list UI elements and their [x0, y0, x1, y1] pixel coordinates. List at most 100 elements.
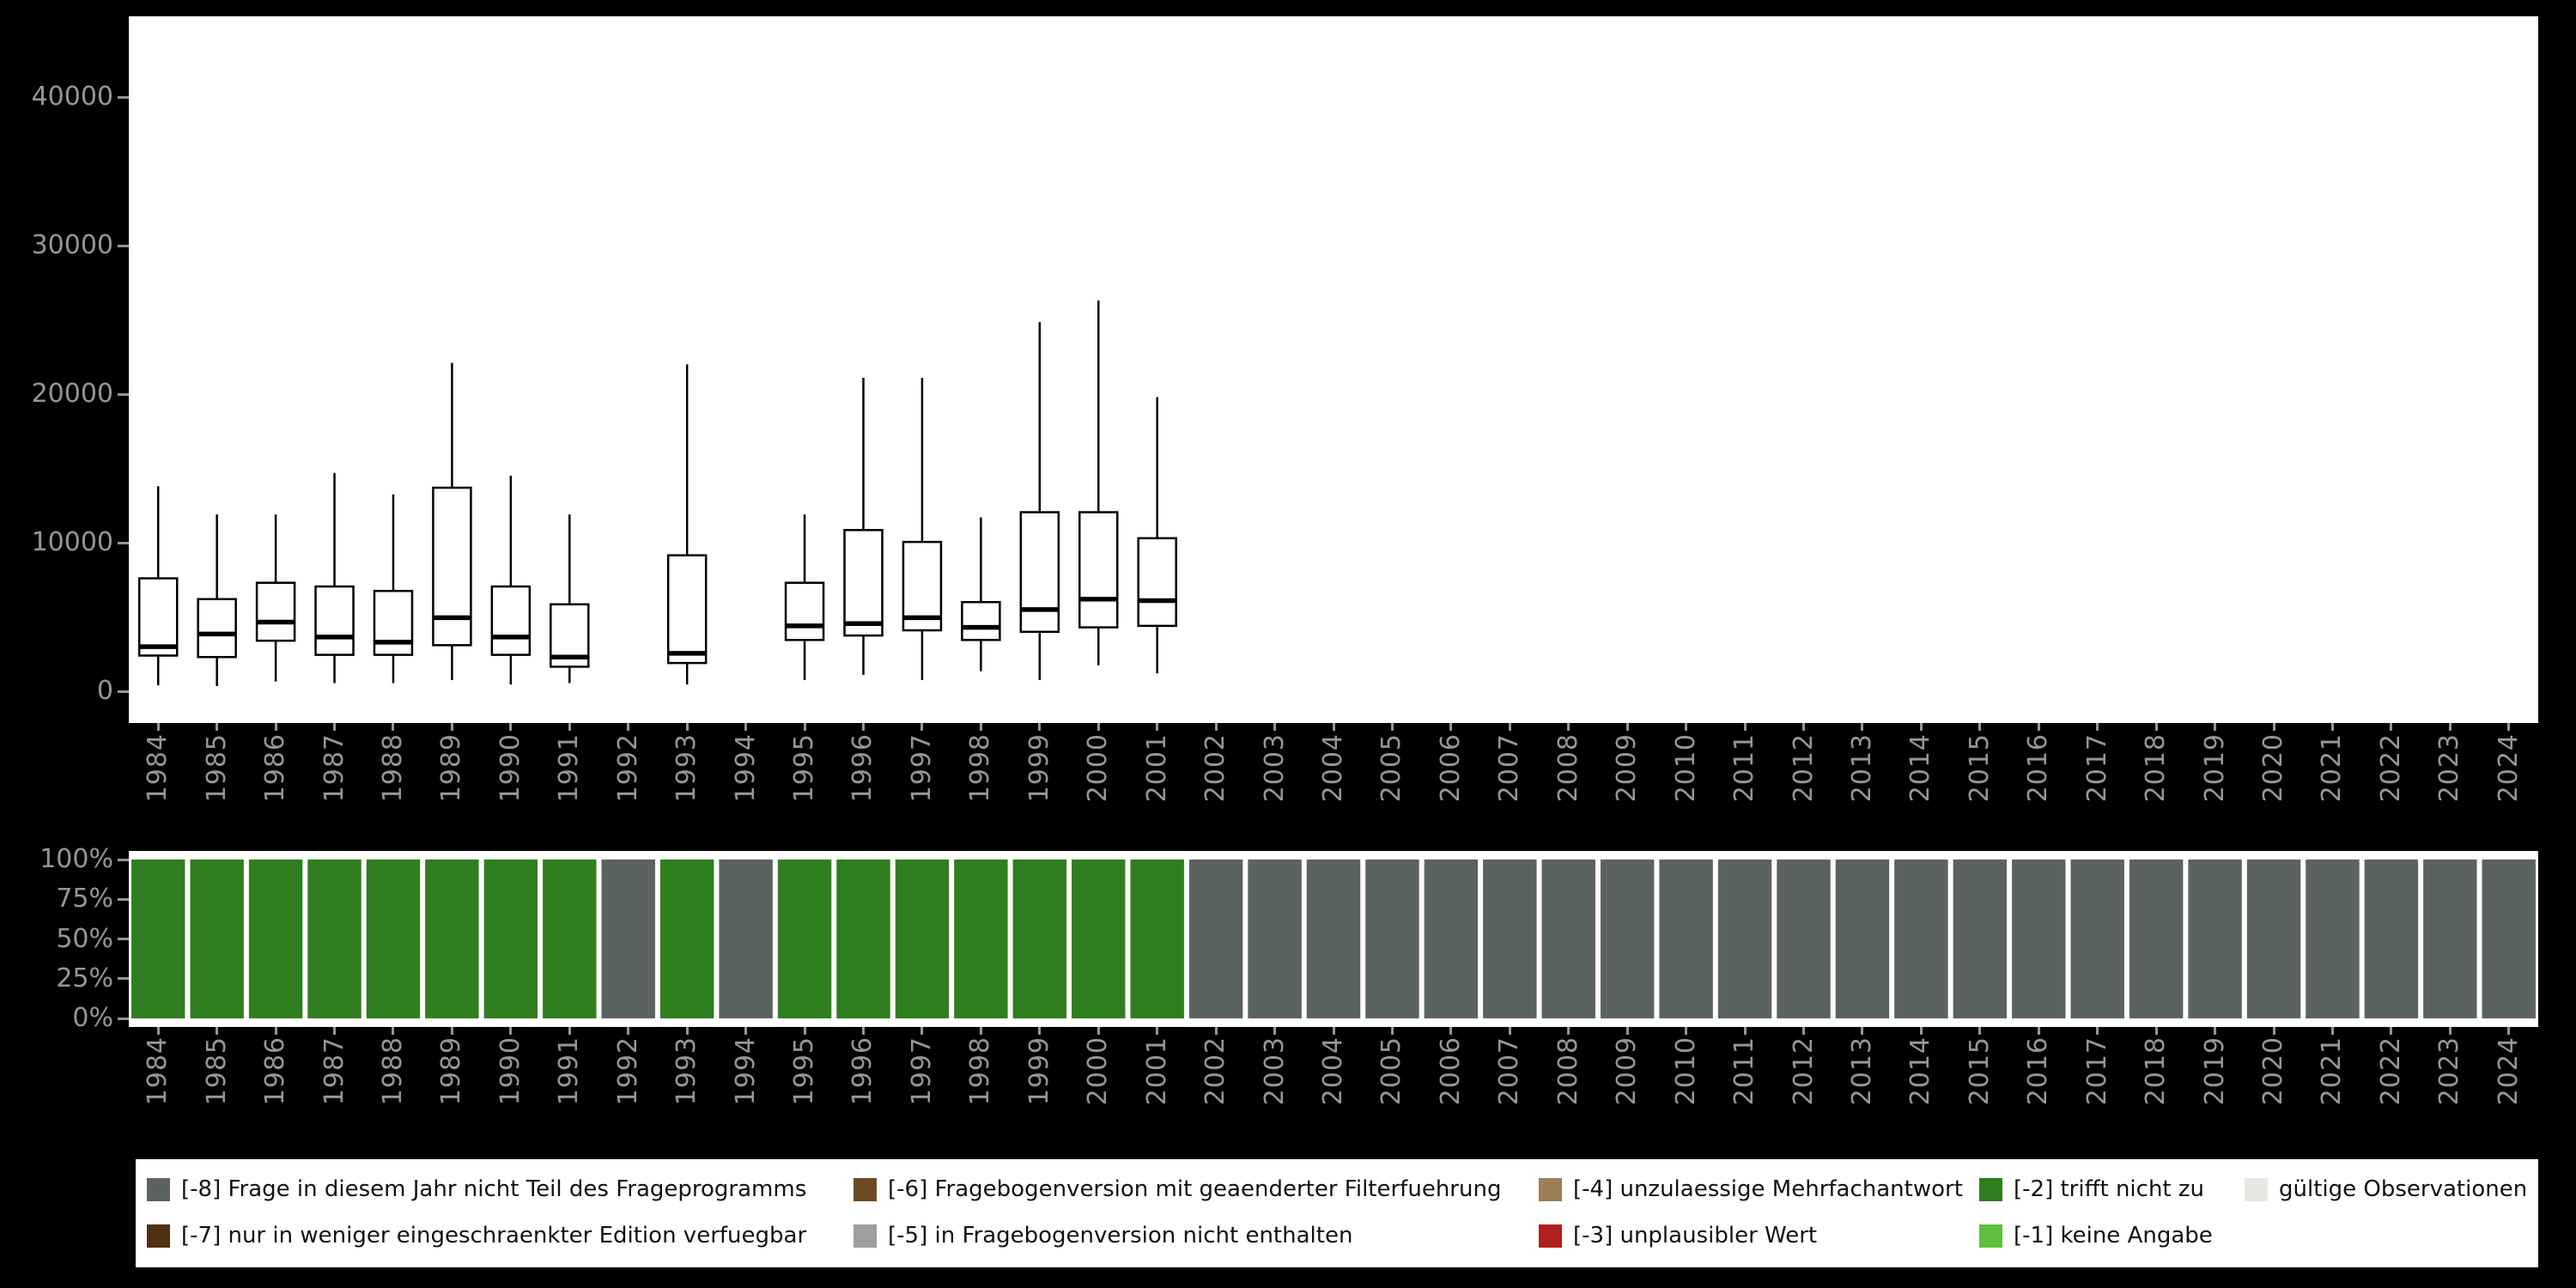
x-axis-year-label: 1995 — [789, 1036, 820, 1106]
x-axis-year-label: 2020 — [2258, 1036, 2289, 1106]
x-axis-tick — [1097, 723, 1100, 731]
y-axis-tick — [118, 690, 129, 693]
missing-bar-1986 — [248, 860, 303, 1018]
missing-bar-2019 — [2188, 860, 2242, 1018]
x-axis-tick — [2390, 723, 2393, 731]
boxplot-1985 — [197, 514, 237, 686]
x-axis-year-label: 1989 — [436, 733, 467, 803]
legend-swatch — [2245, 1177, 2268, 1201]
legend-item--4: [-4] unzulaessige Mehrfachantwort — [1539, 1172, 1963, 1206]
missing-bar-1994 — [719, 860, 773, 1018]
x-axis-year-label: 2019 — [2199, 733, 2230, 803]
x-axis-tick — [2448, 723, 2451, 731]
box-1988 — [373, 589, 414, 656]
x-axis-year-label: 1994 — [730, 1036, 761, 1106]
x-axis-year-label: 2014 — [1905, 1036, 1936, 1106]
x-axis-year-label: 2016 — [2023, 733, 2054, 803]
x-axis-year-label: 2010 — [1670, 1036, 1701, 1106]
percent-axis-tick-label: 25% — [56, 963, 113, 993]
x-axis-tick — [861, 723, 865, 731]
legend-label: [-4] unzulaessige Mehrfachantwort — [1573, 1176, 1963, 1202]
x-axis-tick — [2214, 723, 2217, 731]
x-axis-tick — [274, 1027, 277, 1035]
x-axis-tick — [979, 1027, 982, 1035]
x-axis-tick — [1802, 723, 1805, 731]
boxplot-canvas — [137, 301, 1177, 686]
percent-axis-tick — [118, 1017, 129, 1020]
missing-bar-2016 — [2012, 860, 2066, 1018]
boxplot-1988 — [373, 494, 414, 683]
x-axis-year-label: 2009 — [1612, 1036, 1643, 1106]
x-axis-tick — [2390, 1027, 2393, 1035]
x-axis-year-label: 1998 — [965, 733, 996, 803]
x-axis-tick — [568, 723, 571, 731]
legend-swatch — [1979, 1224, 2002, 1248]
x-axis-tick — [803, 723, 806, 731]
x-axis-year-label: 1987 — [319, 1036, 349, 1106]
x-axis-year-label: 2020 — [2258, 733, 2289, 803]
legend-label: [-3] unplausibler Wert — [1573, 1223, 1818, 1249]
y-axis-tick — [118, 392, 129, 396]
x-axis-year-label: 1988 — [377, 733, 408, 803]
x-axis-year-label: 2023 — [2434, 1036, 2465, 1106]
boxplot-1993 — [666, 364, 708, 685]
legend-label: [-1] keine Angabe — [2014, 1223, 2213, 1249]
boxplot-1986 — [255, 514, 296, 682]
missing-bar-2006 — [1424, 860, 1479, 1018]
x-axis-tick — [1978, 1027, 1982, 1035]
x-axis-tick — [2330, 723, 2334, 731]
x-axis-tick — [1685, 723, 1688, 731]
x-axis-year-label: 1985 — [201, 733, 232, 803]
x-axis-tick — [1625, 1027, 1629, 1035]
x-axis-year-label: 2000 — [1083, 733, 1114, 803]
legend-swatch — [147, 1224, 170, 1248]
missing-bar-2010 — [1659, 860, 1713, 1018]
x-axis-year-label: 2002 — [1200, 733, 1231, 803]
x-axis-tick — [450, 723, 453, 731]
x-axis-year-label: 1986 — [260, 1036, 291, 1106]
x-axis-year-label: 2016 — [2023, 1036, 2054, 1106]
x-axis-year-label: 1992 — [612, 733, 643, 803]
x-axis-year-label: 2017 — [2081, 1036, 2112, 1106]
missing-bar-1997 — [895, 860, 950, 1018]
x-axis-tick — [1685, 1027, 1688, 1035]
y-axis-tick-label: 40000 — [31, 82, 113, 112]
missing-bar-1985 — [190, 860, 244, 1018]
x-axis-year-label: 1994 — [730, 733, 761, 803]
x-axis-tick — [2330, 1027, 2334, 1035]
x-axis-year-label: 1997 — [906, 733, 937, 803]
x-axis-year-label: 1997 — [906, 1036, 937, 1106]
x-axis-tick — [627, 1027, 630, 1035]
x-axis-tick — [2037, 723, 2040, 731]
x-axis-year-label: 1996 — [848, 733, 878, 803]
legend-swatch — [147, 1177, 170, 1201]
x-axis-tick — [333, 723, 337, 731]
x-axis-year-label: 1988 — [377, 1036, 408, 1106]
x-axis-tick — [1273, 723, 1277, 731]
x-axis-year-label: 2017 — [2081, 733, 2112, 803]
missing-bar-2024 — [2482, 860, 2536, 1018]
box-2000 — [1078, 511, 1119, 629]
legend-swatch — [1979, 1177, 2002, 1201]
percent-axis-tick — [118, 897, 129, 901]
x-axis-year-label: 2007 — [1494, 1036, 1525, 1106]
y-axis-tick-label: 10000 — [31, 527, 113, 557]
boxplot-1984 — [137, 486, 179, 686]
x-axis-tick — [2214, 1027, 2217, 1035]
box-1998 — [961, 600, 1001, 641]
x-axis-tick — [1332, 723, 1335, 731]
x-axis-year-label: 2024 — [2493, 1036, 2524, 1106]
boxplot-2000 — [1078, 301, 1119, 665]
missing-bar-2011 — [1717, 860, 1772, 1018]
missing-bar-2012 — [1777, 860, 1831, 1018]
x-axis-year-label: 2006 — [1435, 733, 1466, 803]
x-axis-year-label: 2012 — [1788, 1036, 1819, 1106]
x-axis-tick — [744, 1027, 748, 1035]
x-axis-year-label: 2008 — [1552, 733, 1583, 803]
x-axis-tick — [1097, 1027, 1100, 1035]
y-axis-tick — [118, 244, 129, 247]
box-2001 — [1137, 537, 1177, 628]
missing-bar-2022 — [2364, 860, 2419, 1018]
missing-bar-2004 — [1306, 860, 1361, 1018]
x-axis-tick — [1919, 1027, 1923, 1035]
